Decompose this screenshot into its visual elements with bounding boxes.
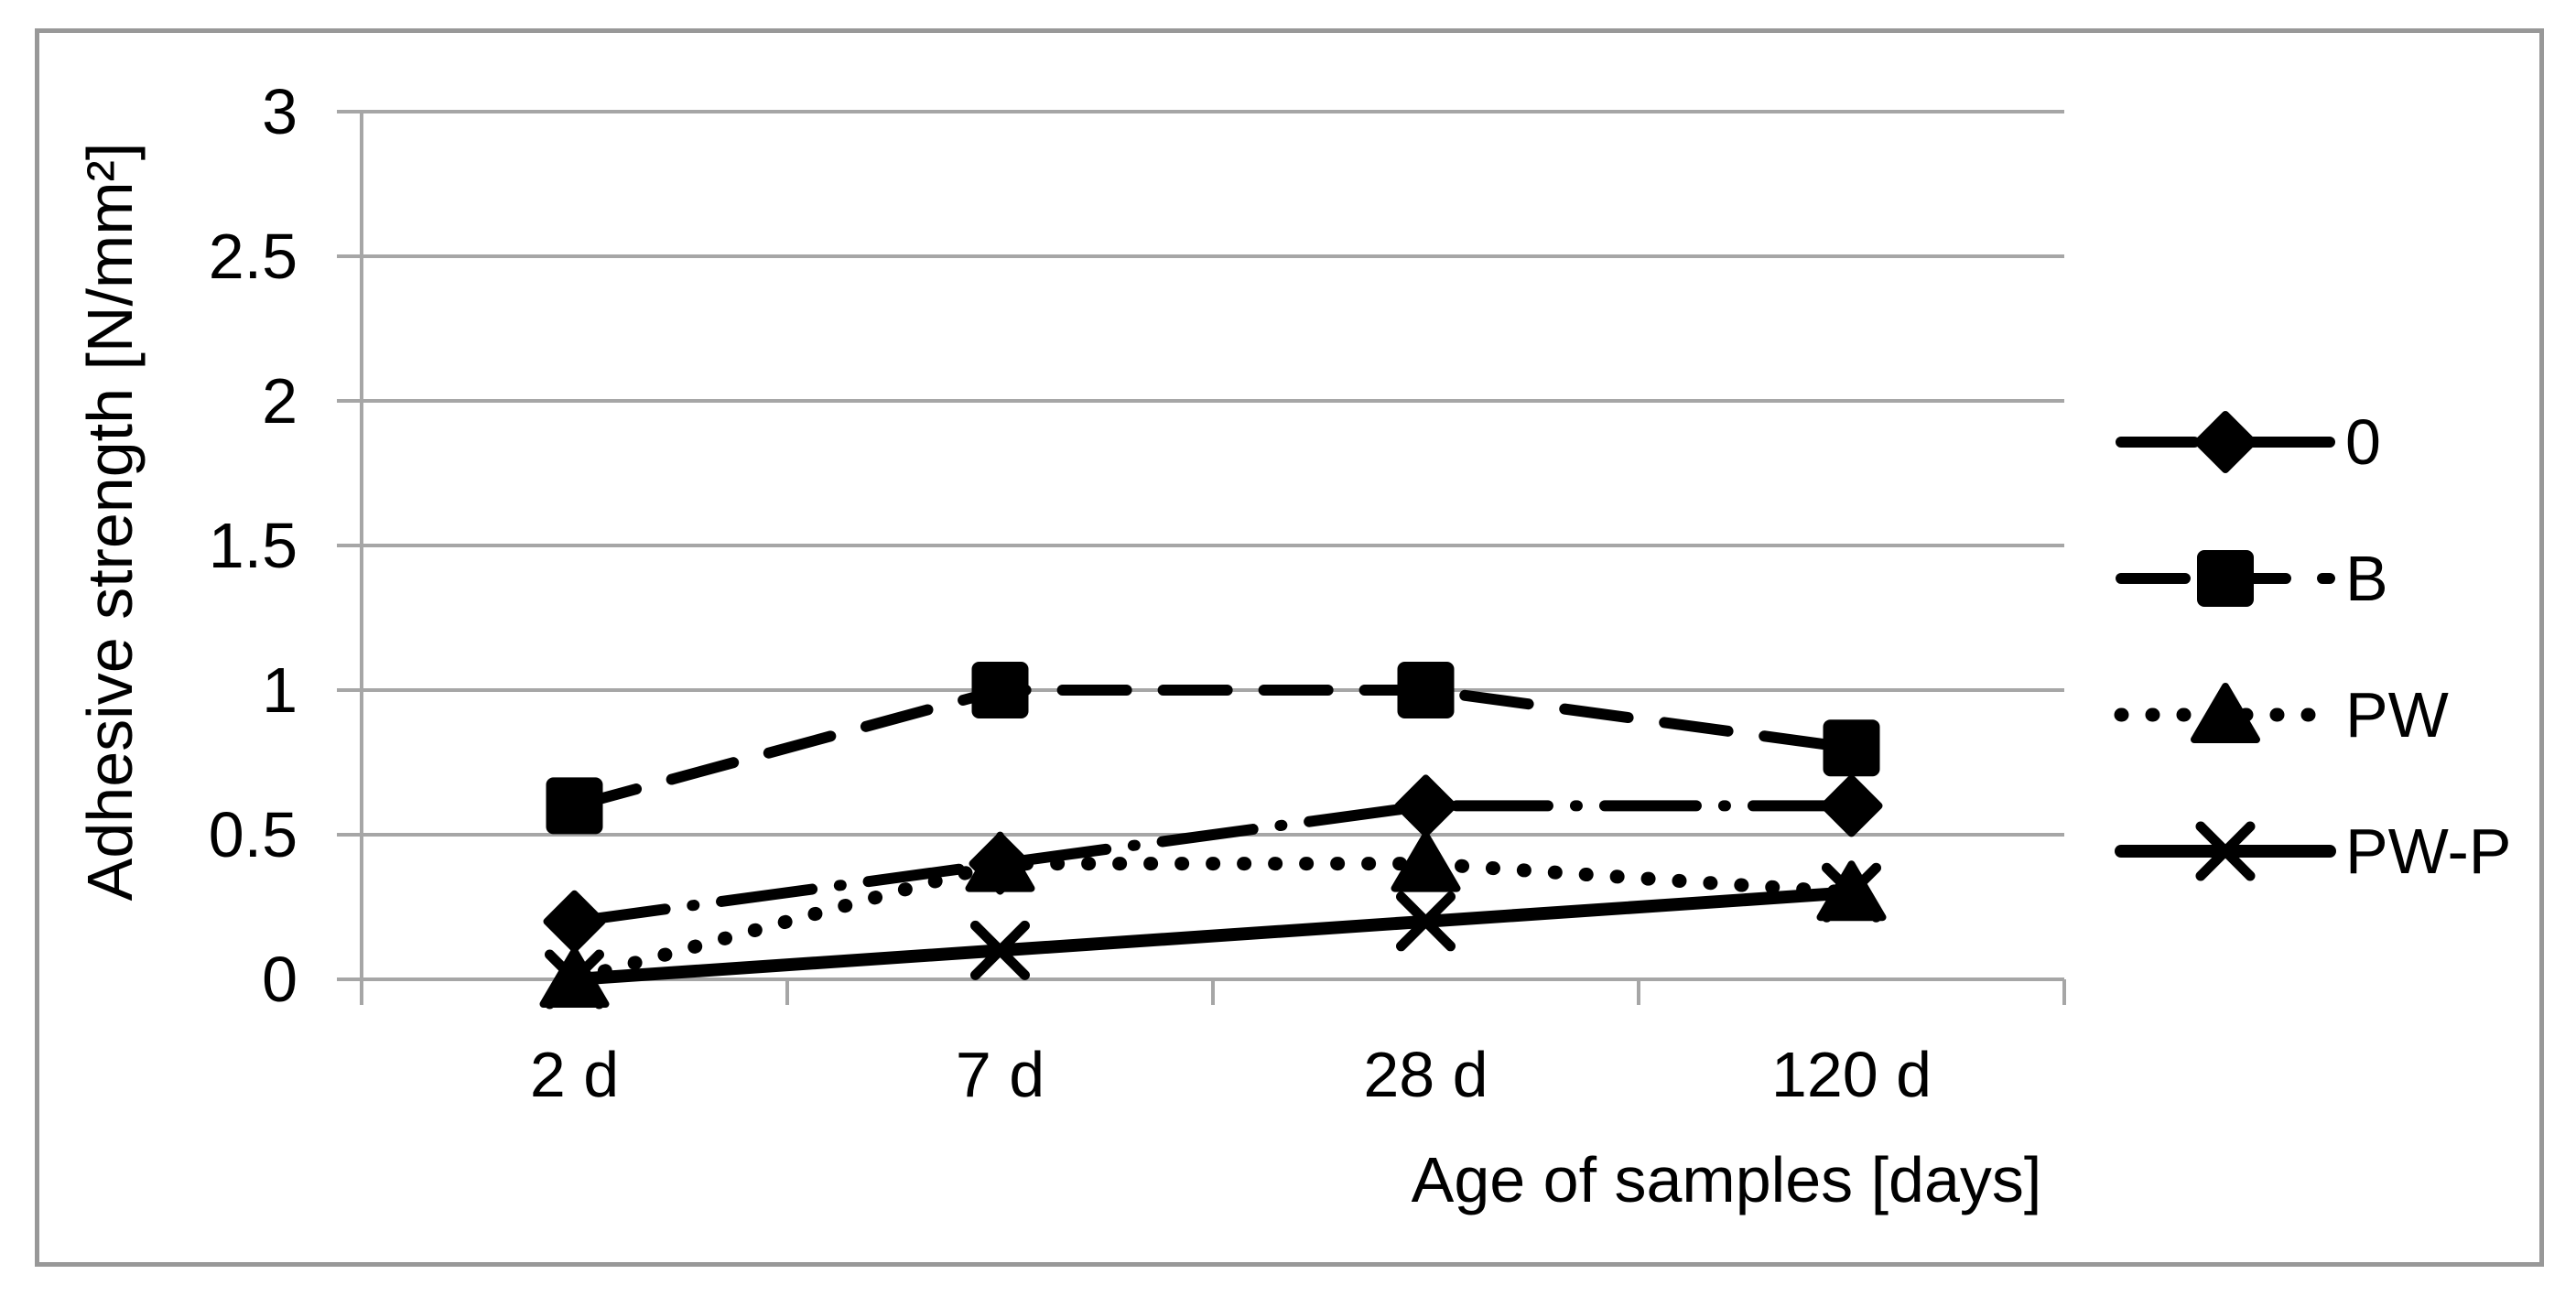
- legend-label-0: 0: [2345, 406, 2381, 478]
- triangle-marker: [1816, 860, 1887, 922]
- x-marker: [970, 920, 1030, 980]
- diamond-marker: [2194, 411, 2257, 473]
- series-line-PW-P: [568, 886, 1858, 986]
- diamond-marker: [1394, 774, 1457, 837]
- x-marker: [2195, 821, 2256, 881]
- y-axis-title: Adhesive strength [N/mm²]: [74, 142, 146, 902]
- legend-sample-pw-p: [2115, 821, 2336, 881]
- legend-label-pw-p: PW-P: [2345, 815, 2512, 887]
- series-line-PW: [568, 857, 1858, 987]
- triangle-marker: [965, 831, 1035, 892]
- square-marker: [1397, 662, 1455, 718]
- square-marker: [971, 662, 1029, 718]
- x-category-label-2d: 2 d: [529, 1039, 620, 1110]
- x-category-label-28d: 28 d: [1363, 1039, 1488, 1110]
- y-tick-label-1-5: 1.5: [208, 510, 298, 581]
- legend-label-pw: PW: [2345, 679, 2449, 751]
- square-marker: [2197, 550, 2254, 607]
- diamond-marker: [1820, 774, 1883, 837]
- x-category-label-7d: 7 d: [955, 1039, 1045, 1110]
- chart-frame: [35, 28, 2544, 1267]
- legend-sample-pw: [2114, 683, 2337, 743]
- y-tick-label-2-5: 2.5: [208, 221, 298, 292]
- y-tick-label-1: 1: [262, 654, 298, 726]
- y-tick-label-3: 3: [262, 76, 298, 147]
- legend-sample-0: [2116, 411, 2335, 473]
- square-marker: [1823, 719, 1880, 777]
- diamond-marker: [543, 890, 606, 953]
- y-tick-label-0: 0: [262, 944, 298, 1015]
- legend-sample-b: [2116, 550, 2335, 607]
- x-marker: [1396, 891, 1456, 952]
- triangle-marker: [2191, 683, 2260, 743]
- square-marker: [546, 777, 603, 835]
- series-line-B: [568, 685, 1857, 812]
- y-tick-label-2: 2: [262, 365, 298, 437]
- x-axis-title: Age of samples [days]: [1411, 1144, 2042, 1215]
- x-category-label-120d: 120 d: [1770, 1039, 1932, 1110]
- legend-label-b: B: [2345, 543, 2388, 614]
- triangle-marker: [1391, 831, 1461, 892]
- y-tick-label-0-5: 0.5: [208, 799, 298, 870]
- series-line-0: [568, 800, 1857, 927]
- triangle-marker: [539, 947, 610, 1008]
